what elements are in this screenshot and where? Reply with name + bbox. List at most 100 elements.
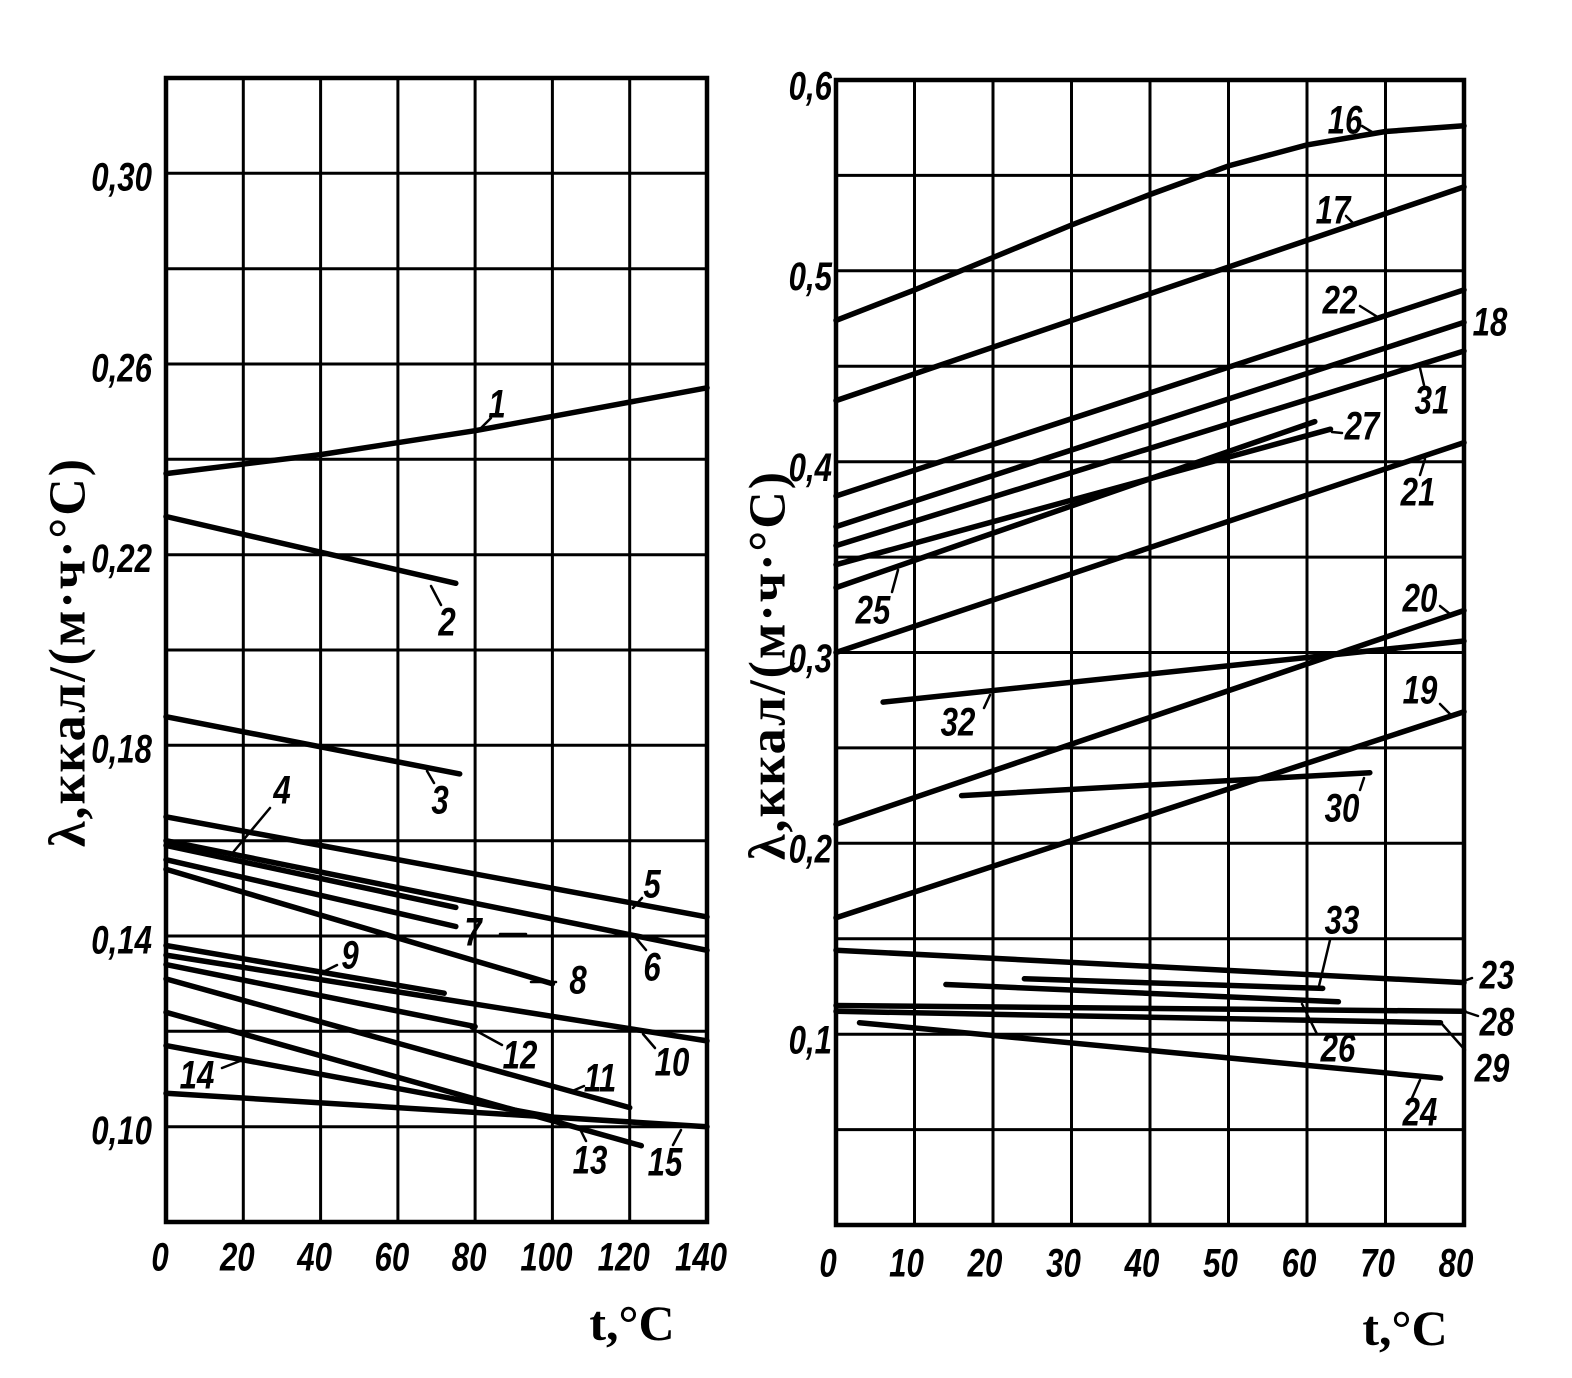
series-label-30: 30 (1325, 786, 1360, 831)
x-tick-label: 0 (151, 1235, 168, 1280)
series-line-28 (833, 1002, 1467, 1015)
series-line-25 (833, 418, 1318, 591)
series-line-16 (833, 123, 1467, 324)
series-line-29 (833, 1008, 1444, 1026)
leader-line-2 (429, 584, 443, 607)
x-tick-label: 30 (1046, 1241, 1081, 1286)
series-label-19: 19 (1403, 668, 1438, 713)
x-axis-title-right: t,°C (1362, 1300, 1447, 1356)
leader-line-16 (1360, 124, 1374, 134)
series-label-7: 7 (464, 910, 483, 955)
series-label-16: 16 (1328, 98, 1364, 143)
series-label-4: 4 (272, 768, 290, 813)
series-line-18 (833, 319, 1467, 530)
leader-line-14 (220, 1059, 242, 1070)
series-line-9 (163, 942, 447, 996)
leader-line-15 (671, 1128, 683, 1147)
series-label-13: 13 (573, 1138, 608, 1183)
chart-left: 0,10 0,14 0,18 0,22 0,26 0,30 0 20 40 60 80 100 120 1… (91, 75, 727, 1280)
series-line-14 (163, 1042, 556, 1120)
leader-line-6 (634, 936, 648, 952)
series-line-12 (163, 961, 478, 1030)
series-label-32: 32 (941, 700, 976, 745)
y-tick-label: 0,6 (789, 64, 833, 109)
series-line-1 (163, 385, 710, 477)
leader-line-17 (1344, 214, 1356, 226)
x-tick-label: 80 (452, 1235, 487, 1280)
series-label-1: 1 (488, 382, 505, 427)
x-tick-label: 120 (598, 1235, 650, 1280)
series-label-3: 3 (431, 778, 448, 823)
series-label-29: 29 (1474, 1046, 1510, 1091)
plot-frame (163, 75, 710, 1225)
x-tick-label: 20 (219, 1235, 255, 1280)
series-line-26 (943, 981, 1342, 1005)
leader-line-22 (1358, 304, 1378, 318)
series-line-17 (833, 184, 1467, 404)
series-label-31: 31 (1415, 378, 1450, 423)
series-label-10: 10 (655, 1040, 690, 1085)
series-label-9: 9 (341, 933, 358, 978)
series-label-25: 25 (855, 588, 891, 633)
chart-right: 0,1 0,2 0,3 0,4 0,5 0,6 0 10 20 30 40 50 60 70 80 16 17 1… (789, 64, 1515, 1286)
series-line-19 (833, 708, 1467, 921)
series-line-4 (163, 842, 459, 911)
leader-line-25 (890, 568, 900, 594)
leader-line-3 (425, 769, 436, 785)
y-tick-label: 0,4 (789, 445, 832, 490)
x-tick-label: 60 (1282, 1241, 1317, 1286)
y-tick-label: 0,30 (91, 155, 152, 200)
y-tick-label: 0,3 (789, 636, 832, 681)
leader-line-19 (1438, 702, 1452, 716)
x-tick-label: 40 (296, 1235, 332, 1280)
series-label-20: 20 (1402, 576, 1438, 621)
y-tick-label: 0,14 (91, 918, 152, 963)
series-label-33: 33 (1325, 898, 1360, 943)
x-tick-label: 20 (967, 1241, 1003, 1286)
x-tick-label: 140 (675, 1235, 727, 1280)
series-label-5: 5 (643, 862, 661, 907)
leader-line-9 (321, 963, 339, 974)
series-line-10 (163, 952, 710, 1044)
x-tick-label: 80 (1439, 1241, 1474, 1286)
y-tick-label: 0,26 (91, 346, 153, 391)
leader-line-24 (1410, 1078, 1422, 1100)
series-line-24 (856, 1019, 1444, 1081)
series-label-15: 15 (648, 1140, 684, 1185)
series-line-7 (163, 856, 459, 930)
leader-line-13 (577, 1125, 588, 1143)
series-line-23 (833, 947, 1467, 986)
series-label-23: 23 (1479, 953, 1515, 998)
series-line-5 (163, 814, 710, 920)
y-tick-label: 0,18 (91, 727, 152, 772)
y-tick-label: 0,2 (789, 827, 832, 872)
y-axis-title-right: λ,ккал/(м·ч·°С) (740, 470, 797, 860)
series-label-22: 22 (1322, 278, 1358, 323)
leader-line-27 (1330, 430, 1344, 435)
x-tick-label: 60 (375, 1235, 410, 1280)
series-label-26: 26 (1320, 1026, 1356, 1071)
leader-line-11 (568, 1084, 586, 1094)
leader-line-21 (1418, 457, 1427, 477)
series-line-30 (958, 769, 1373, 799)
series-line-20 (833, 607, 1467, 828)
series-label-2: 2 (437, 600, 455, 645)
x-tick-label: 40 (1124, 1241, 1160, 1286)
leader-line-29 (1440, 1022, 1467, 1052)
leader-line-32 (982, 693, 992, 710)
leader-line-30 (1358, 776, 1366, 792)
y-tick-label: 0,1 (789, 1018, 832, 1063)
leader-line-1 (477, 416, 493, 432)
x-tick-label: 100 (520, 1235, 572, 1280)
series-label-12: 12 (503, 1033, 538, 1078)
series-line-21 (833, 439, 1467, 656)
leader-line-10 (641, 1032, 657, 1050)
series-line-22 (833, 287, 1467, 499)
leader-line-33 (1317, 938, 1332, 988)
series-label-18: 18 (1473, 300, 1508, 345)
y-tick-label: 0,22 (91, 536, 152, 581)
y-axis-title-left: λ,ккал/(м·ч·°С) (40, 457, 97, 847)
leader-line-31 (1418, 366, 1426, 387)
